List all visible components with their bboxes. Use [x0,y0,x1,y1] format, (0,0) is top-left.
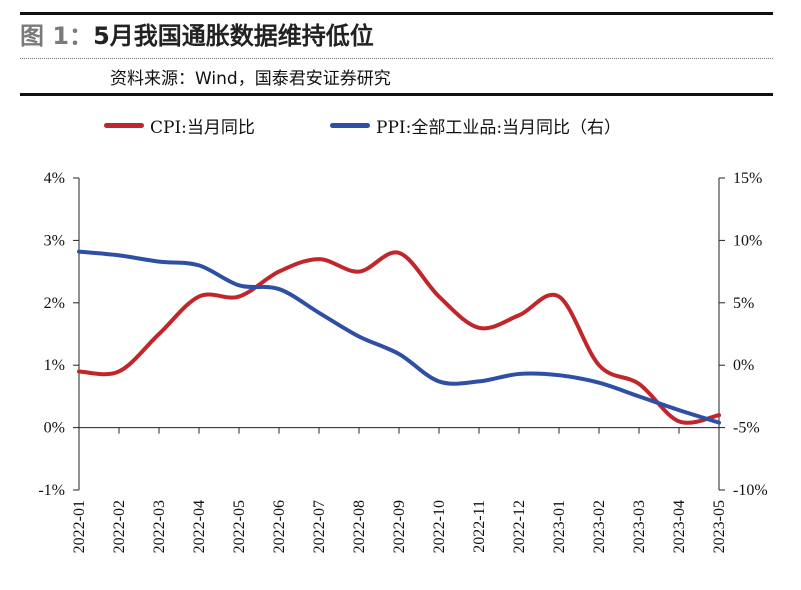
right-axis-tick-label: 10% [733,232,762,249]
left-axis-tick-label: 2% [44,295,65,312]
x-axis-tick-label: 2022-07 [311,500,328,553]
right-axis-tick-label: 15% [733,170,762,187]
legend-label-ppi: PPI:全部工业品:当月同比（右） [376,117,622,138]
x-axis-tick-label: 2023-03 [631,500,648,553]
x-axis-tick-label: 2022-10 [431,500,448,553]
x-axis-tick-label: 2023-05 [711,500,728,553]
x-axis-tick-label: 2022-02 [111,500,128,553]
title-divider [20,58,773,59]
x-axis-tick-label: 2023-02 [591,500,608,553]
x-axis-tick-label: 2023-04 [671,500,688,553]
left-axis-tick-label: 3% [44,232,65,249]
x-axis-tick-label: 2022-12 [511,500,528,553]
left-axis-tick-label: 1% [44,357,65,374]
x-axis-tick-label: 2022-06 [271,500,288,553]
left-axis-tick-label: 4% [44,170,65,187]
x-axis-tick-label: 2022-11 [471,500,488,553]
x-axis-tick-label: 2022-01 [71,500,88,553]
legend-swatch-cpi [104,122,144,128]
right-axis-tick-label: -10% [733,482,768,499]
x-axis-tick-label: 2022-08 [351,500,368,553]
header-bottom-rule [20,93,773,96]
figure-title-text: 5月我国通胀数据维持低位 [93,22,374,50]
legend-item-cpi: CPI:当月同比 [104,110,255,140]
x-axis-tick-label: 2022-09 [391,500,408,553]
right-axis-tick-label: -5% [733,420,760,437]
legend-label-cpi: CPI:当月同比 [150,117,255,138]
chart-legend: CPI:当月同比 PPI:全部工业品:当月同比（右） [0,110,801,140]
figure-label: 图 1： [20,22,94,50]
legend-item-ppi: PPI:全部工业品:当月同比（右） [330,110,621,140]
figure-title: 图 1：5月我国通胀数据维持低位 [20,16,374,51]
cpi-series-line [77,250,721,425]
x-axis-tick-label: 2023-01 [551,500,568,553]
x-axis-tick-label: 2022-05 [231,500,248,553]
top-rule [20,12,773,15]
source-note: 资料来源：Wind，国泰君安证券研究 [110,69,391,89]
x-axis-tick-label: 2022-03 [151,500,168,553]
right-axis-tick-label: 5% [733,295,754,312]
left-axis-tick-label: 0% [44,420,65,437]
right-axis-tick-label: 0% [733,357,754,374]
x-axis-tick-label: 2022-04 [191,500,208,553]
ppi-series-line [77,249,721,425]
left-axis-tick-label: -1% [38,482,65,499]
legend-swatch-ppi [330,122,370,128]
